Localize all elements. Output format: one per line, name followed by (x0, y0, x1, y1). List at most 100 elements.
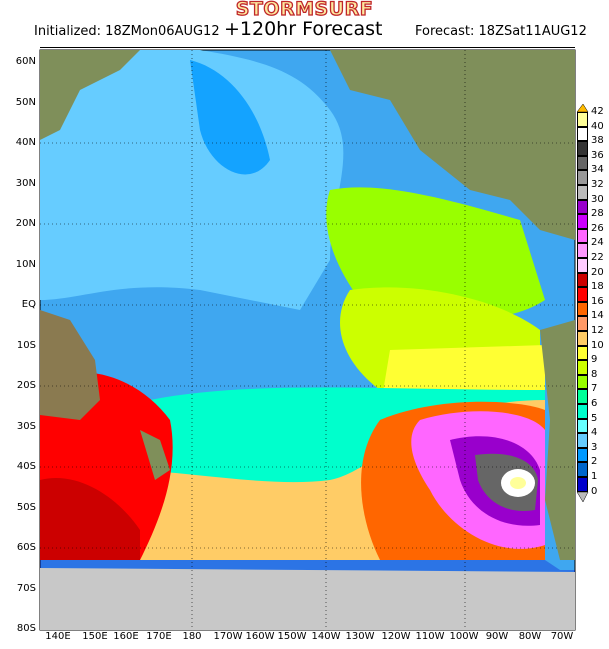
colorbar-label: 1 (591, 471, 598, 482)
colorbar-swatch (577, 112, 588, 127)
colorbar-label: 40 (591, 120, 604, 132)
storm-max (510, 477, 526, 489)
longitude-label: 160E (113, 631, 139, 642)
south-america-land (540, 320, 575, 560)
colorbar-swatch (577, 301, 588, 317)
longitude-label: 160W (245, 631, 275, 642)
latitude-label: 50N (15, 96, 36, 108)
colorbar-label: 10 (591, 339, 604, 351)
colorbar-label: 0 (591, 485, 598, 497)
colorbar-swatch (577, 462, 588, 477)
colorbar-label: 18 (591, 281, 604, 293)
latitude-label: 40S (16, 461, 36, 472)
latitude-label: 20N (15, 218, 36, 229)
north-pacific-swell (40, 50, 344, 310)
colorbar-swatch (577, 228, 588, 244)
latitude-label: 10S (16, 339, 36, 351)
longitude-label: 100W (449, 631, 479, 642)
colorbar-label: 34 (591, 164, 604, 176)
latitude-label: 30N (15, 177, 36, 189)
colorbar-swatch (577, 477, 588, 492)
colorbar-label: 38 (591, 135, 604, 147)
colorbar-swatch (577, 214, 588, 229)
colorbar-label: 2 (591, 456, 598, 468)
header-divider (40, 47, 575, 48)
colorbar-label: 6 (591, 398, 598, 409)
latitude-label: 60N (15, 56, 36, 67)
colorbar-swatch (577, 374, 588, 390)
colorbar-swatch (577, 258, 588, 273)
colorbar-label: 24 (591, 237, 604, 249)
forecast-time: Forecast: 18ZSat11AUG12 (415, 24, 587, 39)
colorbar-swatch (577, 418, 588, 434)
longitude-label: 70W (550, 631, 574, 642)
colorbar-label: 9 (591, 354, 598, 366)
longitude-label: 110W (415, 631, 445, 642)
longitude-label: 150W (277, 631, 307, 642)
colorbar-swatch (577, 389, 588, 404)
colorbar-label: 16 (591, 295, 604, 307)
latitude-label: 70S (16, 582, 36, 594)
wave-height-map (39, 49, 576, 631)
colorbar-swatch (577, 433, 588, 448)
colorbar-label: 26 (591, 222, 604, 234)
colorbar-label: 7 (591, 383, 598, 395)
longitude-label: 180 (182, 631, 202, 642)
asia-land (40, 50, 140, 140)
colorbar-label: 32 (591, 179, 604, 190)
colorbar-swatch (577, 243, 588, 258)
initialized-time: Initialized: 18ZMon06AUG12 (34, 24, 220, 39)
latitude-label: 20S (16, 380, 36, 391)
latitude-label: 50S (16, 501, 36, 513)
colorbar-swatch (577, 199, 588, 215)
latitude-label: EQ (21, 299, 36, 310)
colorbar-swatch (577, 331, 588, 346)
colorbar-swatch (577, 316, 588, 331)
colorbar-bottom-arrow (577, 492, 589, 502)
stormsurf-logo: STORMSURF (235, 0, 374, 21)
graticule (40, 50, 575, 630)
colorbar-label: 20 (591, 266, 604, 278)
north-pacific-dark-area (190, 60, 270, 175)
colorbar-swatch (577, 404, 588, 419)
colorbar-label: 14 (591, 310, 604, 322)
colorbar-swatch (577, 360, 588, 375)
colorbar-swatch (577, 447, 588, 463)
colorbar-swatch (577, 185, 588, 200)
colorbar-label: 42 (591, 106, 604, 117)
longitude-label: 170W (213, 631, 243, 642)
antarctic-ice (40, 568, 575, 630)
colorbar-swatch (577, 345, 588, 361)
latitude-label: 80S (16, 623, 36, 634)
longitude-label: 140W (311, 631, 341, 642)
latitude-label: 10N (15, 258, 36, 270)
colorbar-swatch (577, 141, 588, 156)
colorbar-label: 5 (591, 412, 598, 424)
colorbar-top-arrow (577, 104, 589, 112)
colorbar-swatch (577, 287, 588, 302)
latitude-label: 60S (16, 542, 36, 553)
colorbar-swatch (577, 170, 588, 185)
latitude-label: 40N (15, 137, 36, 148)
colorbar-swatch (577, 126, 588, 142)
colorbar-label: 3 (591, 441, 598, 453)
longitude-label: 170E (146, 631, 172, 642)
colorbar-swatch (577, 272, 588, 288)
longitude-label: 120W (381, 631, 411, 642)
longitude-label: 80W (518, 631, 542, 642)
longitude-label: 90W (485, 631, 509, 642)
forecast-title: +120hr Forecast (224, 18, 383, 40)
colorbar-label: 22 (591, 252, 604, 263)
latitude-label: 30S (16, 420, 36, 432)
colorbar-label: 30 (591, 193, 604, 205)
longitude-label: 130W (345, 631, 375, 642)
north-america-land (330, 50, 575, 240)
tasman-core (40, 478, 140, 560)
australia-land (40, 310, 100, 420)
colorbar-label: 4 (591, 427, 598, 439)
new-zealand-land (140, 430, 170, 480)
colorbar-swatch (577, 155, 588, 171)
colorbar-label: 12 (591, 325, 604, 336)
colorbar-label: 28 (591, 208, 604, 220)
longitude-label: 150E (82, 631, 108, 642)
